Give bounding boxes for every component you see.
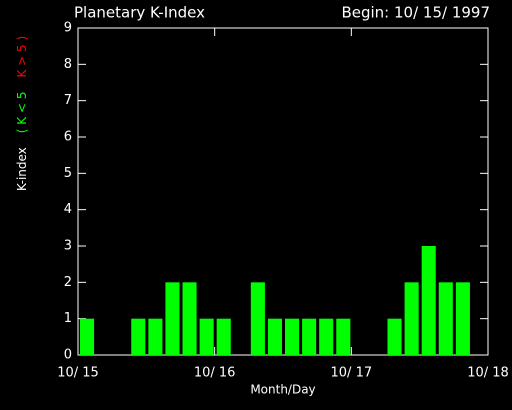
plot-frame xyxy=(77,27,489,356)
y-tick-label: 7 xyxy=(64,93,72,108)
bar xyxy=(404,282,419,355)
x-tick-label: 10/ 16 xyxy=(194,366,236,381)
bar xyxy=(421,246,436,355)
bar xyxy=(131,318,146,355)
bar xyxy=(250,282,265,355)
bar xyxy=(455,282,470,355)
x-tick-label: 10/ 18 xyxy=(467,366,509,381)
x-tick-label: 10/ 17 xyxy=(331,366,373,381)
bar xyxy=(285,318,300,355)
y-tick-label: 6 xyxy=(64,130,72,145)
y-tick-label: 5 xyxy=(64,166,72,181)
bar xyxy=(267,318,282,355)
bar xyxy=(336,318,351,355)
bar xyxy=(165,282,180,355)
bar xyxy=(319,318,334,355)
y-tick-label: 0 xyxy=(64,348,72,363)
bar xyxy=(438,282,453,355)
chart-subtitle: Begin: 10/ 15/ 1997 xyxy=(341,4,490,22)
y-tick-label: 2 xyxy=(64,275,72,290)
bar xyxy=(387,318,402,355)
bar xyxy=(199,318,214,355)
y-tick-label: 3 xyxy=(64,239,72,254)
chart-title: Planetary K-Index xyxy=(74,4,205,22)
bar xyxy=(216,318,231,355)
y-label: K-index xyxy=(15,147,29,191)
y-tick-label: 1 xyxy=(64,311,72,326)
bar xyxy=(302,318,317,355)
y-tick-label: 8 xyxy=(64,57,72,72)
bar xyxy=(80,318,95,355)
x-tick-label: 10/ 15 xyxy=(57,366,99,381)
y-label-low: ( K < 5 xyxy=(15,92,29,134)
y-tick-label: 4 xyxy=(64,202,72,217)
bar xyxy=(148,318,163,355)
y-tick-label: 9 xyxy=(64,21,72,36)
y-label-high: K > 5 ) xyxy=(15,36,29,78)
bar xyxy=(182,282,197,355)
x-axis-label: Month/Day xyxy=(250,383,315,397)
y-axis-label: K-index ( K < 5 K > 5 ) xyxy=(15,36,29,191)
